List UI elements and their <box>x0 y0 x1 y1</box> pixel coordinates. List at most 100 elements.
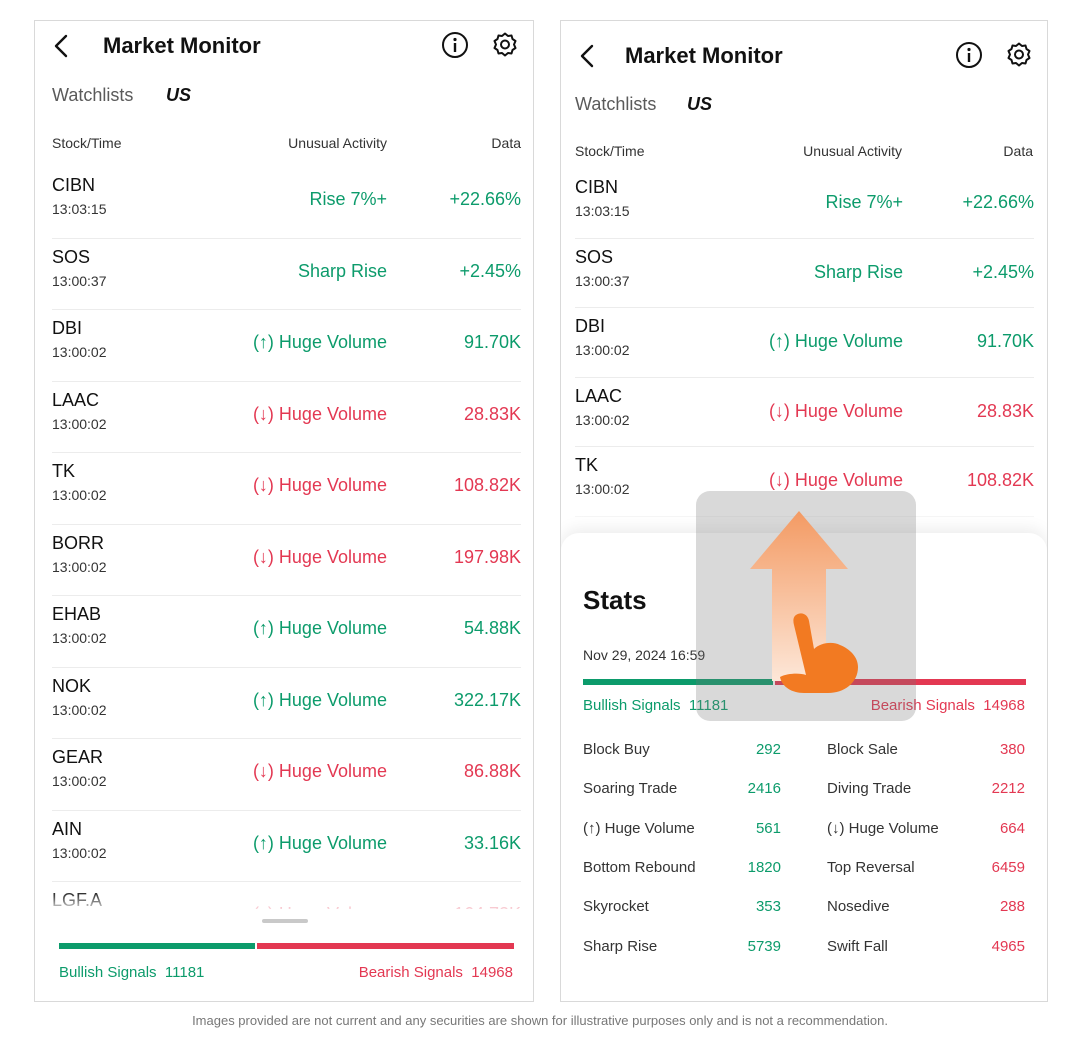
activity-time: 13:00:02 <box>575 342 630 358</box>
table-row[interactable]: DBI 13:00:02 (↑) Huge Volume 91.70K <box>575 308 1034 378</box>
stat-label-bullish: Sharp Rise <box>583 937 658 955</box>
stock-symbol: LAAC <box>52 389 100 410</box>
unusual-activity: (↓) Huge Volume <box>252 546 387 567</box>
activity-time: 13:03:15 <box>575 203 630 219</box>
stock-symbol: DBI <box>575 316 606 336</box>
header: Market Monitor <box>561 33 1047 77</box>
table-row[interactable]: LAAC 13:00:02 (↓) Huge Volume 28.83K <box>52 382 521 453</box>
stat-label-bearish: Top Reversal <box>827 858 915 876</box>
stats-timestamp: Nov 29, 2024 16:59 <box>583 647 706 663</box>
bullish-signals-label: Bullish Signals 11181 <box>583 697 729 714</box>
table-row[interactable]: TK 13:00:02 (↓) Huge Volume 108.82K <box>52 453 521 525</box>
activity-value: 91.70K <box>463 332 521 352</box>
page-title: Market Monitor <box>625 43 783 68</box>
info-icon[interactable] <box>955 41 983 69</box>
tab-us[interactable]: US <box>683 94 713 118</box>
stat-label-bullish: Bottom Rebound <box>583 858 696 876</box>
activity-time: 13:00:37 <box>575 272 630 289</box>
stock-symbol: TK <box>52 461 76 481</box>
sheet-drag-handle[interactable] <box>262 919 308 923</box>
activity-value: 322.17K <box>453 689 521 710</box>
activity-value: 28.83K <box>976 400 1034 421</box>
stat-label-bullish: Soaring Trade <box>583 780 678 798</box>
table-row[interactable]: GEAR 13:00:02 (↓) Huge Volume 86.88K <box>52 739 521 811</box>
table-row[interactable]: SOS 13:00:37 Sharp Rise +2.45% <box>52 239 521 310</box>
stat-value-bullish: 292 <box>755 741 781 758</box>
column-header-data: Data <box>1003 143 1033 159</box>
unusual-activity: Sharp Rise <box>813 261 903 282</box>
stock-symbol: LAAC <box>575 385 623 406</box>
activity-value: 197.98K <box>453 546 521 567</box>
stock-symbol: LGF.A <box>52 890 103 910</box>
stat-value-bullish: 561 <box>755 819 781 837</box>
stat-value-bearish: 4965 <box>991 937 1025 955</box>
activity-time: 13:00:02 <box>52 344 107 360</box>
back-arrow-icon[interactable] <box>577 43 599 69</box>
activity-value: +22.66% <box>962 192 1034 212</box>
gear-icon[interactable] <box>491 31 519 59</box>
signals-bottom-sheet[interactable]: Bullish Signals 11181 Bearish Signals 14… <box>35 909 533 1001</box>
unusual-activity: Sharp Rise <box>297 260 387 281</box>
bearish-signals-label: Bearish Signals 14968 <box>358 964 513 981</box>
unusual-activity: Rise 7%+ <box>309 189 387 209</box>
stat-label-bearish: Diving Trade <box>827 780 912 798</box>
activity-value: 28.83K <box>463 403 521 424</box>
tab-watchlists[interactable]: Watchlists <box>575 94 657 114</box>
bullish-signals-label: Bullish Signals 11181 <box>59 964 205 981</box>
stat-label-bearish: (↓) Huge Volume <box>827 819 939 837</box>
stat-value-bearish: 288 <box>999 898 1025 916</box>
activity-time: 13:00:02 <box>52 773 107 789</box>
activity-value: +2.45% <box>972 261 1034 282</box>
bearish-signal-bar <box>775 679 1026 685</box>
activity-time: 13:00:02 <box>52 844 107 861</box>
activity-time: 13:00:02 <box>575 411 630 428</box>
market-monitor-screen-left: Market Monitor Watchlists US Stock/Time … <box>34 20 534 1002</box>
stock-symbol: EHAB <box>52 604 102 624</box>
column-header-stock-time: Stock/Time <box>575 143 645 159</box>
tab-us-label: US <box>687 94 713 114</box>
stat-label-bearish: Swift Fall <box>827 937 888 955</box>
stat-value-bullish: 1820 <box>747 858 781 876</box>
table-row[interactable]: DBI 13:00:02 (↑) Huge Volume 91.70K <box>52 310 521 382</box>
stock-symbol: TK <box>575 455 599 475</box>
stat-value-bearish: 6459 <box>991 858 1025 876</box>
unusual-activity: (↓) Huge Volume <box>768 400 903 421</box>
swipe-up-arrow-icon <box>750 511 848 681</box>
stat-label-bearish: Nosedive <box>827 898 890 916</box>
unusual-activity: (↓) Huge Volume <box>252 403 387 424</box>
page-title: Market Monitor <box>103 33 261 58</box>
table-row[interactable]: EHAB 13:00:02 (↑) Huge Volume 54.88K <box>52 596 521 668</box>
tab-us[interactable]: US <box>162 85 192 109</box>
unusual-activity: Rise 7%+ <box>825 192 903 212</box>
stats-title: Stats <box>583 585 647 615</box>
stat-value-bearish: 2212 <box>991 780 1025 798</box>
table-row[interactable]: LAAC 13:00:02 (↓) Huge Volume 28.83K <box>575 378 1034 447</box>
header: Market Monitor <box>35 23 533 67</box>
stat-value-bearish: 380 <box>999 741 1025 758</box>
table-row[interactable]: SOS 13:00:37 Sharp Rise +2.45% <box>575 239 1034 308</box>
stock-symbol: BORR <box>52 532 105 553</box>
unusual-activity: (↑) Huge Volume <box>252 832 387 853</box>
back-arrow-icon[interactable] <box>51 33 73 59</box>
table-row[interactable]: CIBN 13:03:15 Rise 7%+ +22.66% <box>52 167 521 239</box>
table-row[interactable]: AIN 13:00:02 (↑) Huge Volume 33.16K <box>52 811 521 882</box>
table-row[interactable]: BORR 13:00:02 (↓) Huge Volume 197.98K <box>52 525 521 596</box>
stock-symbol: DBI <box>52 318 83 338</box>
stat-value-bullish: 353 <box>755 898 781 916</box>
market-tabs: Watchlists US <box>575 94 875 124</box>
tab-watchlists[interactable]: Watchlists <box>52 85 134 105</box>
info-icon[interactable] <box>441 31 469 59</box>
activity-value: 108.82K <box>453 475 521 495</box>
activity-value: 54.88K <box>463 618 521 638</box>
bearish-signals-label: Bearish Signals 14968 <box>870 697 1025 714</box>
activity-value: 108.82K <box>966 470 1034 490</box>
gear-icon[interactable] <box>1005 41 1033 69</box>
activity-value: +22.66% <box>449 189 521 209</box>
table-row[interactable]: NOK 13:00:02 (↑) Huge Volume 322.17K <box>52 668 521 739</box>
column-header-data: Data <box>491 135 521 151</box>
tab-us-label: US <box>166 85 192 105</box>
table-row[interactable]: CIBN 13:03:15 Rise 7%+ +22.66% <box>575 169 1034 239</box>
disclaimer-text: Images provided are not current and any … <box>192 1013 888 1028</box>
stat-value-bullish: 5739 <box>747 937 781 955</box>
activity-value: 33.16K <box>463 832 521 853</box>
